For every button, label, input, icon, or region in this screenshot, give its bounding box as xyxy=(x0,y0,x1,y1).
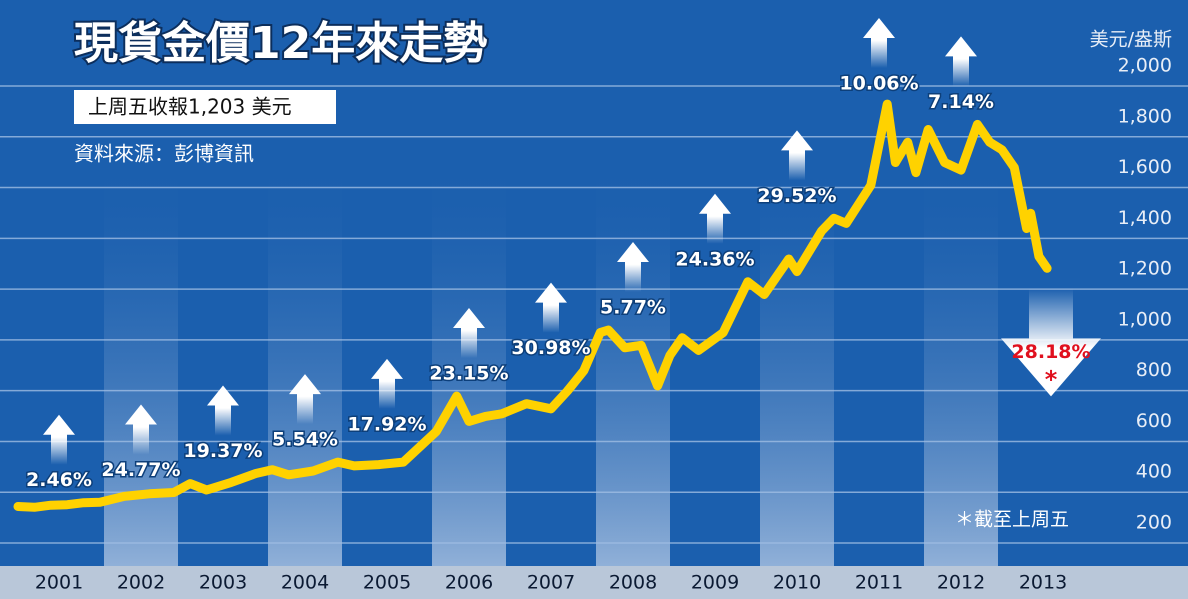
change-label: 2.46% xyxy=(26,469,92,491)
change-label: 24.77% xyxy=(101,459,180,481)
change-label: 7.14% xyxy=(928,91,994,113)
y-tick-label: 1,600 xyxy=(1118,156,1172,178)
change-label: 19.37% xyxy=(183,440,262,462)
y-tick-label: 600 xyxy=(1136,410,1172,432)
change-label: 29.52% xyxy=(757,185,836,207)
y-tick-label: 800 xyxy=(1136,359,1172,381)
price-line xyxy=(13,99,1052,512)
x-tick-label: 2005 xyxy=(363,572,411,594)
change-arrow xyxy=(1001,288,1101,397)
x-tick-label: 2003 xyxy=(199,572,247,594)
year-band xyxy=(432,160,506,566)
x-tick-label: 2011 xyxy=(855,572,903,594)
change-arrow xyxy=(453,308,485,359)
change-arrow xyxy=(535,282,567,333)
year-band xyxy=(596,160,670,566)
year-band xyxy=(924,160,998,566)
y-tick-label: 400 xyxy=(1136,461,1172,483)
chart-title: 現貨金價12年來走勢 xyxy=(74,18,487,69)
x-tick-label: 2004 xyxy=(281,572,329,594)
change-arrow xyxy=(617,242,649,293)
plot: 2.46% 24.77%19.37% 5.54% 17.92% 23.15%30.98%… xyxy=(13,18,1101,512)
change-label: 24.36% xyxy=(675,248,754,270)
y-tick-label: 1,200 xyxy=(1118,258,1172,280)
y-tick-label: 1,000 xyxy=(1118,308,1172,330)
x-tick-label: 2007 xyxy=(527,572,575,594)
change-label: 5.54% xyxy=(272,429,338,451)
change-label: 28.18% xyxy=(1011,341,1090,363)
year-band xyxy=(268,160,342,566)
change-arrow xyxy=(371,358,403,409)
x-tick-label: 2006 xyxy=(445,572,493,594)
y-axis-label: 美元/盎斯 xyxy=(1090,29,1172,51)
change-arrow xyxy=(863,18,895,68)
change-label: 10.06% xyxy=(839,73,918,95)
y-tick-label: 1,400 xyxy=(1118,207,1172,229)
change-arrow xyxy=(781,130,813,181)
source: 資料來源：彭博資訊 xyxy=(74,142,254,166)
year-band xyxy=(760,160,834,566)
x-tick-label: 2002 xyxy=(117,572,165,594)
change-label: 23.15% xyxy=(429,363,508,385)
note-mark: * xyxy=(1045,365,1058,393)
subtitle-box xyxy=(74,90,336,124)
change-arrow xyxy=(207,385,239,436)
x-tick-label: 2013 xyxy=(1019,572,1067,594)
x-tick-label: 2009 xyxy=(691,572,739,594)
x-tick-label: 2001 xyxy=(35,572,83,594)
y-tick-label: 2,000 xyxy=(1118,55,1172,77)
grid xyxy=(0,85,1188,544)
x-axis-strip xyxy=(0,566,1188,599)
y-tick-label: 1,800 xyxy=(1118,105,1172,127)
x-tick-label: 2008 xyxy=(609,572,657,594)
change-label: 30.98% xyxy=(511,337,590,359)
y-tick-label: 200 xyxy=(1136,512,1172,534)
change-arrow xyxy=(43,414,75,465)
change-label: 17.92% xyxy=(347,413,426,435)
x-tick-label: 2010 xyxy=(773,572,821,594)
x-tick-label: 2012 xyxy=(937,572,985,594)
change-arrow xyxy=(945,36,977,87)
change-arrow xyxy=(289,374,321,425)
footnote: ＊截至上周五 xyxy=(955,509,1069,531)
subtitle: 上周五收報1,203 美元 xyxy=(88,95,292,119)
year-bands xyxy=(104,160,998,566)
year-band xyxy=(104,160,178,566)
change-arrow xyxy=(125,404,157,455)
change-arrow xyxy=(699,193,731,244)
change-label: 5.77% xyxy=(600,297,666,319)
